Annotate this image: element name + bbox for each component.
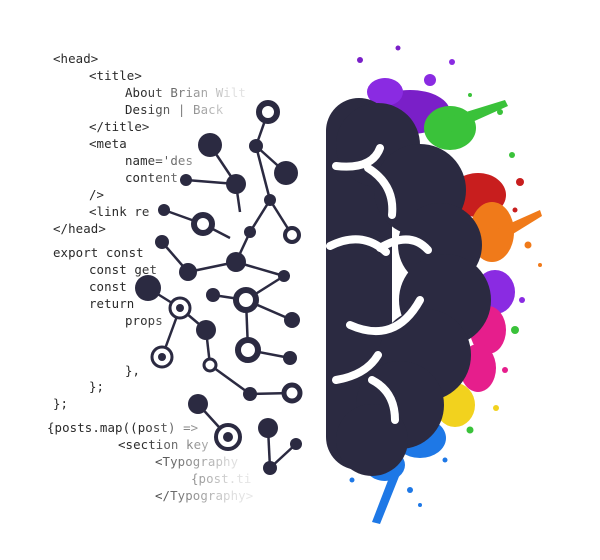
code-line: },: [125, 363, 141, 378]
code-line: return: [89, 296, 135, 311]
code-line: <meta: [89, 136, 127, 151]
code-line: </title>: [89, 119, 150, 134]
code-line: <head>: [53, 51, 99, 66]
code-line: };: [89, 379, 105, 394]
code-line: };: [53, 396, 69, 411]
code-line: />: [89, 187, 105, 202]
brain-hemisphere-icon: [326, 98, 491, 476]
code-line: </head>: [53, 221, 106, 236]
circuit-network-icon: [147, 111, 297, 469]
code-line: const: [89, 279, 127, 294]
circuit-nodes: [135, 100, 303, 475]
code-line: <title>: [89, 68, 142, 83]
code-line: export const: [53, 245, 144, 260]
